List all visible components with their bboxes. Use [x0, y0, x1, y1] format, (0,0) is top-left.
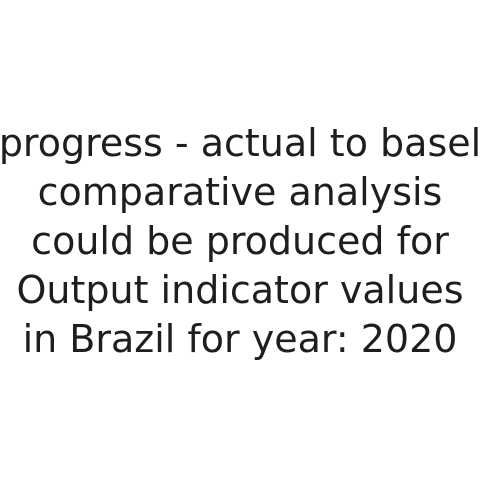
message-line-4: Output indicator values	[16, 268, 464, 312]
message-line-5: in Brazil for year: 2020	[22, 317, 458, 361]
no-data-message: progress - actual to basel comparative a…	[0, 119, 480, 364]
message-line-2: comparative analysis	[37, 170, 443, 214]
message-line-3: could be produced for	[31, 219, 449, 263]
message-line-1: progress - actual to basel	[0, 121, 480, 165]
